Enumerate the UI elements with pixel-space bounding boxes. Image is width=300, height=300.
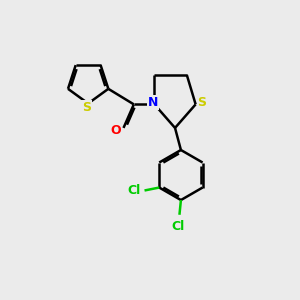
Text: Cl: Cl xyxy=(127,184,140,197)
Text: Cl: Cl xyxy=(171,220,184,233)
Text: O: O xyxy=(111,124,122,137)
Text: S: S xyxy=(198,96,207,110)
Text: N: N xyxy=(148,96,158,110)
Text: S: S xyxy=(82,101,91,114)
